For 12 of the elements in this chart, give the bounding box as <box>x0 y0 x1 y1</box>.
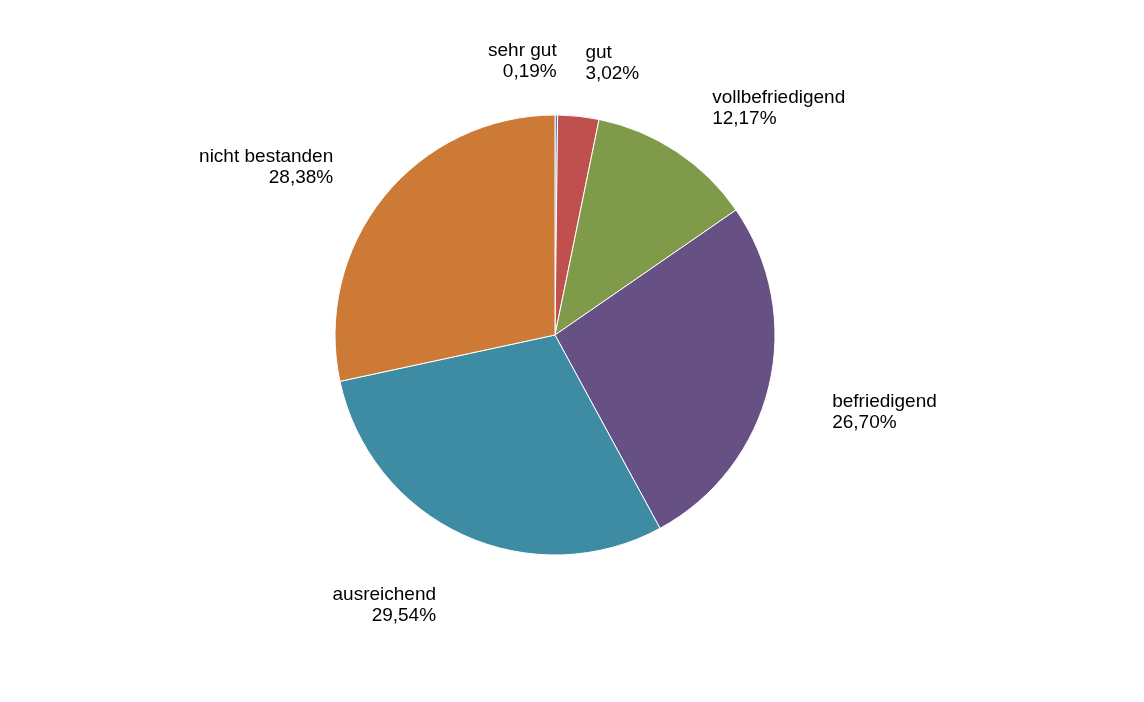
slice-label: ausreichend <box>332 583 437 605</box>
data-label: 3,02% <box>585 61 640 83</box>
slice-label: sehr gut <box>488 39 558 61</box>
data-label: 28,38% <box>268 165 334 187</box>
slice-label: vollbefriedigend <box>712 86 846 108</box>
slice-label: gut <box>585 40 613 62</box>
slice-label: nicht bestanden <box>199 144 334 166</box>
data-label: 12,17% <box>712 107 777 129</box>
slice-label: befriedigend <box>832 390 937 412</box>
data-label: 26,70% <box>832 411 897 433</box>
data-label: 0,19% <box>502 60 557 82</box>
data-label: 29,54% <box>371 604 437 626</box>
